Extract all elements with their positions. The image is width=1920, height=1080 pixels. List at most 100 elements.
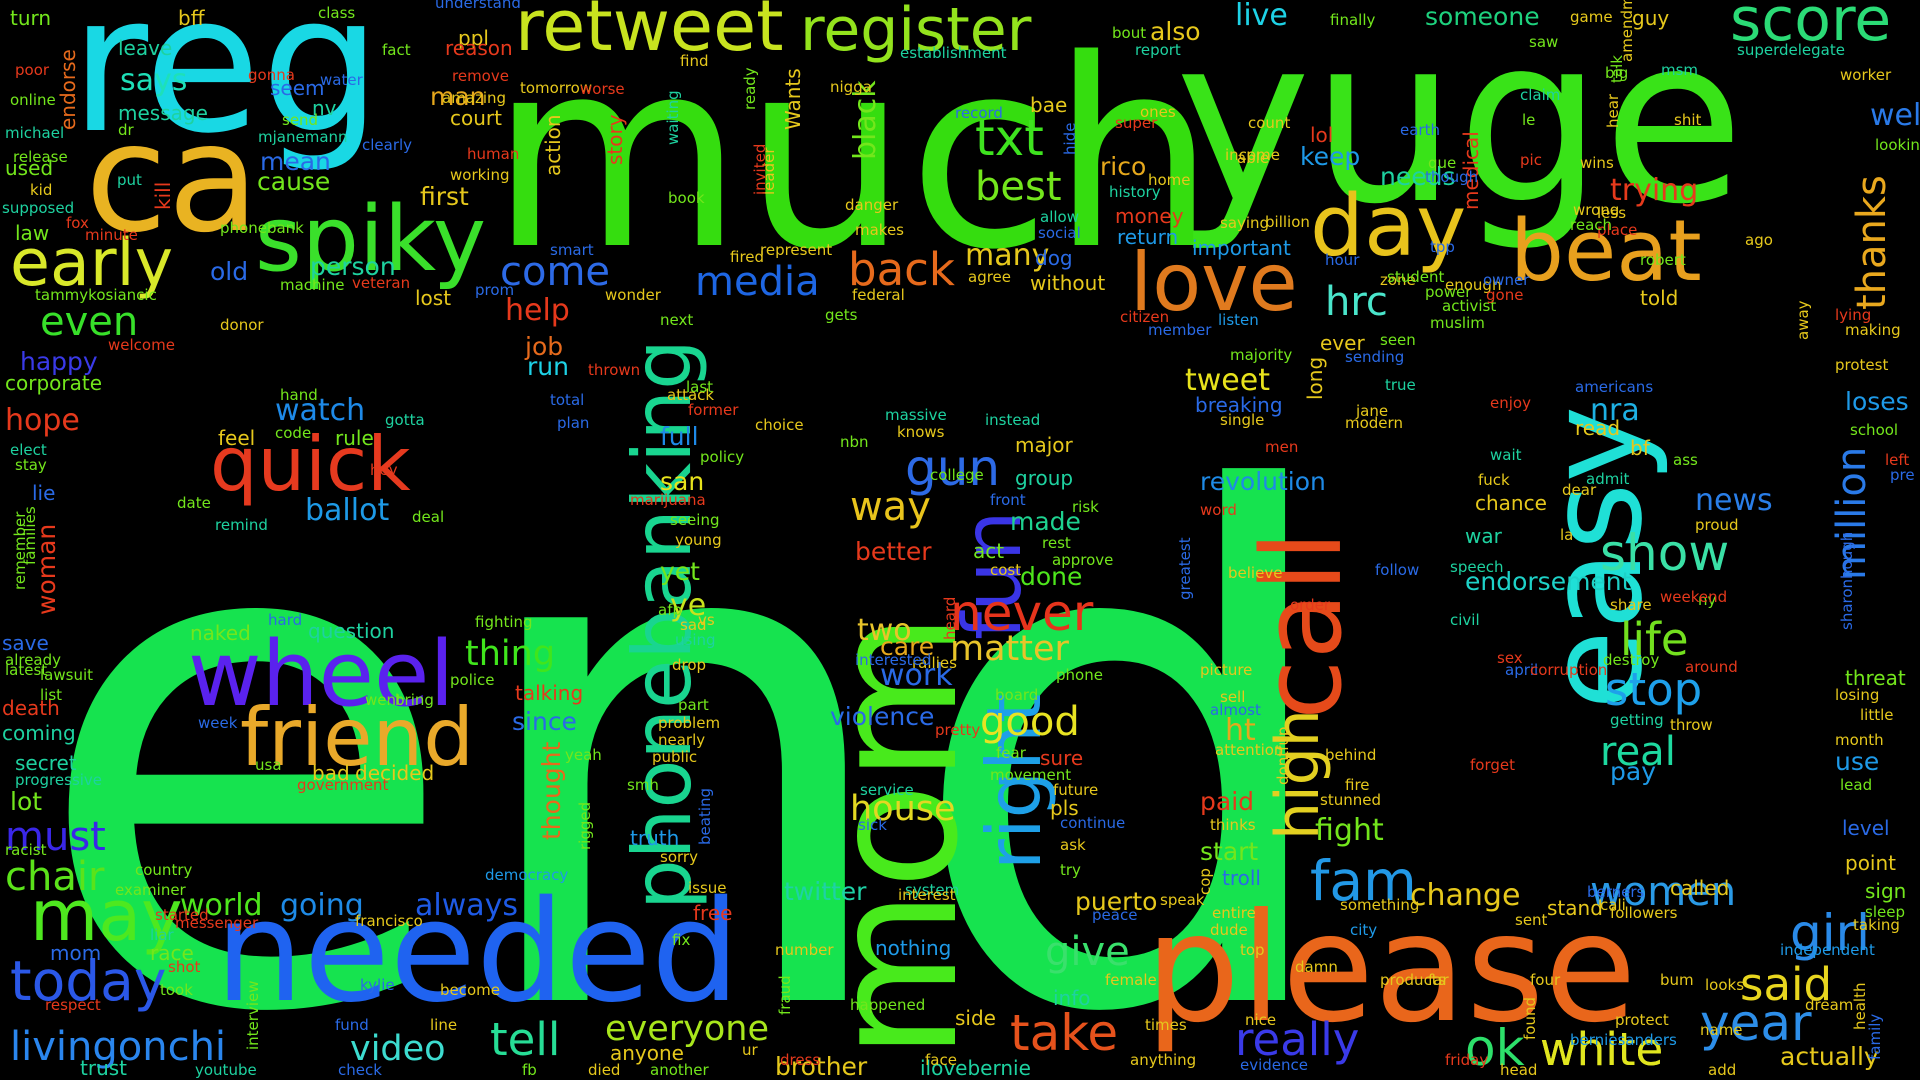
word-francisco: francisco (355, 912, 423, 930)
word-allow: allow (1040, 208, 1079, 226)
word-truth: truth (630, 826, 679, 850)
word-amendment: amendment (1618, 0, 1636, 62)
word-greatest: greatest (1176, 537, 1194, 600)
word-nigga: nigga (830, 78, 872, 96)
word-though: though (1425, 168, 1478, 186)
word-love: love (1130, 236, 1298, 329)
word-interest: interest (898, 886, 956, 904)
word-medical: medical (1459, 131, 1483, 210)
word-even: even (40, 299, 138, 345)
word-forget: forget (1470, 756, 1515, 774)
word-choice: choice (755, 416, 804, 434)
word-smh: smh (627, 776, 659, 794)
word-found: found (1521, 997, 1539, 1040)
word-taking: taking (1853, 916, 1900, 934)
word-list: list (40, 686, 62, 704)
word-rallies: rallies (912, 654, 957, 672)
word-send: send (282, 111, 318, 129)
word-sick: sick (858, 816, 887, 834)
word-put: put (117, 171, 142, 189)
word-house: house (850, 789, 956, 829)
word-continue: continue (1060, 814, 1125, 832)
word-dream: dream (1805, 996, 1853, 1014)
word-peace: peace (1092, 906, 1137, 924)
word-history: history (1109, 183, 1161, 201)
word-head: head (1500, 1061, 1537, 1079)
word-fix: fix (672, 931, 690, 949)
word-michael: michael (5, 124, 64, 142)
word-sleep: sleep (1865, 903, 1905, 921)
word-class: class (318, 4, 355, 22)
word-year: year (1700, 994, 1812, 1052)
word-seen: seen (1380, 331, 1416, 349)
word-add: add (1708, 1061, 1736, 1079)
word-total: total (550, 391, 584, 409)
word-le: le (1522, 111, 1535, 129)
word-super: super (1115, 114, 1158, 132)
word-welcome: welcome (108, 336, 175, 354)
word-latest: latest (5, 661, 47, 679)
word-brother: brother (775, 1052, 868, 1080)
word-ye: ye (670, 588, 706, 623)
word-finally: finally (1330, 11, 1375, 29)
word-school: school (1850, 421, 1898, 439)
word-activist: activist (1442, 297, 1496, 315)
word-died: died (588, 1061, 620, 1079)
word-future: future (1053, 781, 1098, 799)
word-bad: bad (312, 761, 350, 785)
word-wrong: wrong (1573, 201, 1619, 219)
word-americans: americans (1575, 378, 1653, 396)
word-remember: remember (11, 511, 29, 590)
word-used: used (5, 156, 53, 180)
word-decided: decided (355, 761, 434, 785)
word-million: million (1829, 447, 1875, 580)
word-last: last (686, 378, 713, 396)
word-independent: independent (1780, 941, 1875, 959)
word-dude: dude (1210, 921, 1248, 939)
word-civil: civil (1450, 611, 1480, 629)
word-tammykosiancic: tammykosiancic (35, 286, 157, 304)
word-smart: smart (550, 241, 594, 259)
word-agree: agree (968, 268, 1011, 286)
word-puerto: puerto (1075, 887, 1157, 916)
word-person: person (310, 252, 396, 281)
word-fired: fired (730, 248, 764, 266)
word-game: game (1570, 8, 1613, 26)
word-phonebanking: phonebanking (616, 339, 709, 910)
word-run: run (527, 352, 569, 381)
word-wheel: wheel (188, 622, 454, 727)
word-sex: sex (1497, 649, 1523, 667)
word-la: la (1560, 526, 1573, 544)
word-care: care (880, 632, 934, 661)
word-muslim: muslim (1430, 314, 1485, 332)
word-berniesanders: berniesanders (1570, 1031, 1677, 1049)
word-black: black (848, 80, 883, 160)
word-keep: keep (1300, 142, 1360, 171)
word-berners: berners (1587, 883, 1645, 901)
word-full: full (660, 422, 699, 451)
word-leader: leader (760, 147, 778, 195)
word-superdelegate: superdelegate (1737, 41, 1845, 59)
word-early: early (10, 226, 173, 301)
word-making: making (1845, 321, 1901, 339)
word-makes: makes (855, 221, 904, 239)
word-veteran: veteran (352, 274, 410, 292)
word-better: better (855, 537, 932, 566)
word-marijuana: marijuana (630, 491, 706, 509)
word-danger: danger (845, 196, 899, 214)
word-paid: paid (1200, 787, 1254, 816)
word-female: female (1105, 971, 1157, 989)
word-matter: matter (950, 629, 1070, 669)
word-record: record (955, 104, 1003, 122)
word-troll: troll (1222, 866, 1261, 890)
word-bring: bring (395, 691, 434, 709)
word-sure: sure (1040, 746, 1083, 770)
word-job: job (524, 332, 563, 361)
word-sell: sell (1220, 688, 1245, 706)
word-must: must (5, 814, 106, 860)
word-student: student (1387, 268, 1444, 286)
word-ilovebernie: ilovebernie (920, 1056, 1031, 1080)
word-modern: modern (1345, 414, 1403, 432)
